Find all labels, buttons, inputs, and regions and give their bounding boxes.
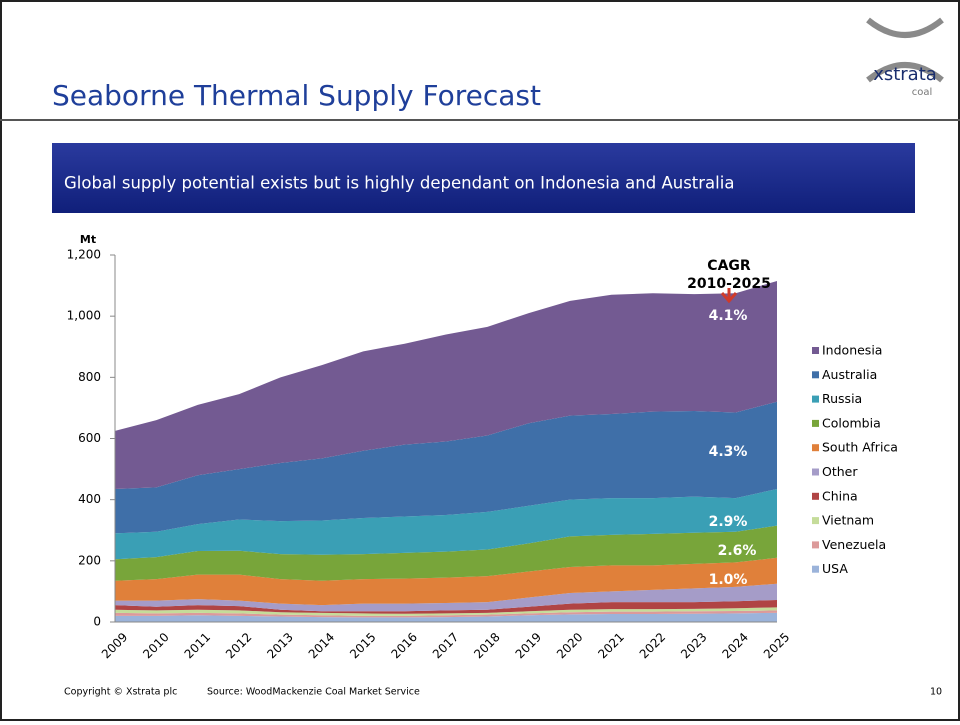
area: [115, 599, 777, 614]
area: [115, 607, 777, 616]
y-tick-label: 400: [78, 492, 101, 506]
legend-label: Australia: [822, 367, 877, 382]
legend-swatch: [812, 468, 819, 476]
legend-label: Other: [822, 464, 858, 479]
area: [115, 488, 777, 560]
logo-name: xstrata: [873, 64, 937, 85]
area: [115, 280, 777, 489]
annotation: 1.0%: [709, 572, 748, 588]
area: [115, 610, 777, 618]
legend-label: Indonesia: [822, 343, 882, 358]
legend-swatch: [812, 419, 819, 427]
legend-swatch: [812, 541, 819, 549]
y-tick-label: 200: [78, 553, 101, 567]
logo: xstrata coal: [866, 17, 944, 98]
annotation: 4.3%: [709, 444, 748, 460]
annotation: 2010-2025: [687, 276, 771, 292]
cagr-arrow: [720, 288, 738, 304]
area: [115, 525, 777, 581]
legend-label: Russia: [822, 391, 862, 406]
annotation: 2.6%: [718, 543, 757, 559]
y-tick-label: 600: [78, 431, 101, 445]
logo-mark: [866, 17, 944, 83]
banner: [52, 143, 915, 213]
y-tick-label: 1,000: [67, 309, 101, 323]
y-axis-label: Mt: [80, 233, 96, 246]
legend-swatch: [812, 444, 819, 452]
source: Source: WoodMackenzie Coal Market Servic…: [207, 687, 420, 698]
area: [115, 557, 777, 606]
legend-label: Colombia: [822, 415, 881, 430]
area: [115, 401, 777, 534]
legend-swatch: [812, 565, 819, 573]
area: [115, 612, 777, 622]
y-tick-label: 800: [78, 370, 101, 384]
legend-label: Vietnam: [822, 513, 874, 528]
title: Seaborne Thermal Supply Forecast: [52, 79, 541, 112]
legend-swatch: [812, 395, 819, 403]
legend-swatch: [812, 492, 819, 500]
banner-text: Global supply potential exists but is hi…: [64, 174, 734, 193]
annotation: 4.1%: [709, 308, 748, 324]
annotation: CAGR: [707, 258, 751, 274]
legend-label: Venezuela: [822, 537, 886, 552]
annotation: 2.9%: [709, 514, 748, 530]
y-tick-label: 0: [93, 615, 101, 629]
legend-swatch: [812, 517, 819, 525]
page-number: 10: [930, 687, 942, 698]
legend-label: South Africa: [822, 440, 898, 455]
legend-swatch: [812, 371, 819, 379]
area: [115, 583, 777, 612]
logo-sub: coal: [912, 87, 933, 98]
legend-label: China: [822, 488, 858, 503]
y-tick-label: 1,200: [67, 248, 101, 262]
copyright: Copyright © Xstrata plc: [64, 687, 177, 698]
legend-swatch: [812, 347, 819, 354]
legend-label: USA: [822, 561, 848, 576]
